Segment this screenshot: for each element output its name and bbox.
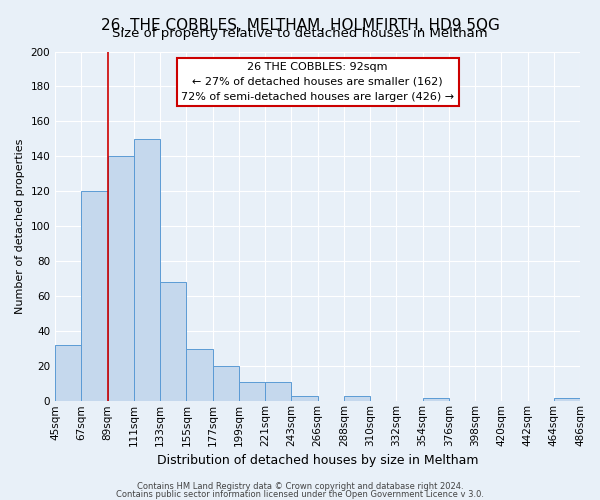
Y-axis label: Number of detached properties: Number of detached properties [15, 138, 25, 314]
Bar [212, 366, 239, 402]
Bar [134, 139, 160, 402]
Bar [292, 396, 317, 402]
Bar [554, 398, 580, 402]
X-axis label: Distribution of detached houses by size in Meltham: Distribution of detached houses by size … [157, 454, 478, 468]
Bar [107, 156, 134, 402]
Bar [344, 396, 370, 402]
Text: Contains public sector information licensed under the Open Government Licence v : Contains public sector information licen… [116, 490, 484, 499]
Text: Size of property relative to detached houses in Meltham: Size of property relative to detached ho… [112, 28, 488, 40]
Bar [187, 349, 212, 402]
Bar [422, 398, 449, 402]
Bar [239, 382, 265, 402]
Text: 26, THE COBBLES, MELTHAM, HOLMFIRTH, HD9 5QG: 26, THE COBBLES, MELTHAM, HOLMFIRTH, HD9… [101, 18, 499, 32]
Text: Contains HM Land Registry data © Crown copyright and database right 2024.: Contains HM Land Registry data © Crown c… [137, 482, 463, 491]
Bar [82, 192, 107, 402]
Bar [55, 346, 82, 402]
Text: 26 THE COBBLES: 92sqm
← 27% of detached houses are smaller (162)
72% of semi-det: 26 THE COBBLES: 92sqm ← 27% of detached … [181, 62, 454, 102]
Bar [160, 282, 187, 402]
Bar [265, 382, 292, 402]
